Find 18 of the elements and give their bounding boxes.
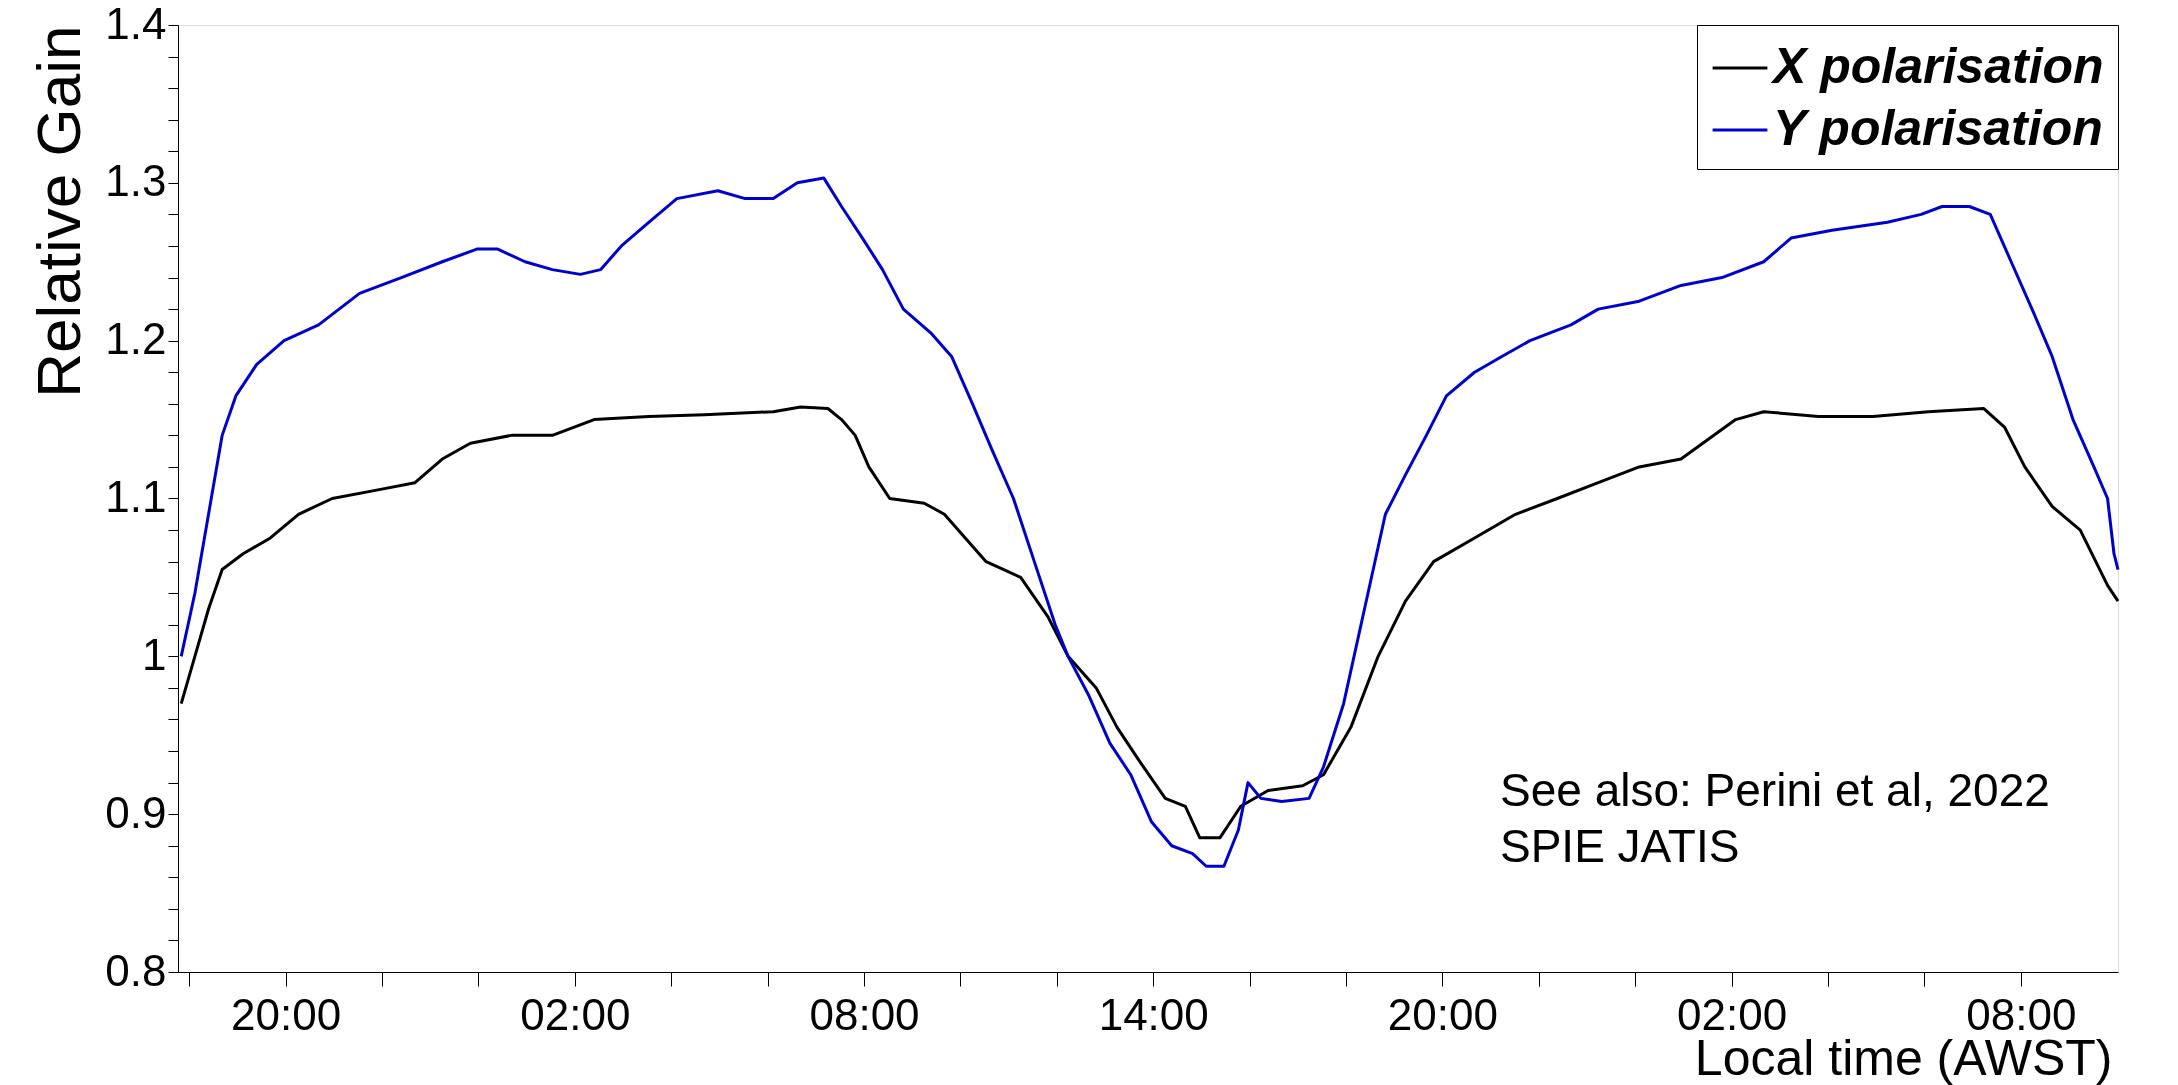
y-tick-label: 0.8: [105, 945, 167, 995]
x-tick-label: 08:00: [809, 989, 920, 1039]
y-tick-label: 1.2: [105, 314, 167, 364]
legend-label: Y polarisation: [1773, 100, 2103, 156]
x-tick-label: 02:00: [520, 989, 631, 1039]
y-tick-label: 1.1: [105, 472, 167, 521]
x-tick-label: 20:00: [231, 989, 342, 1039]
annotation: SPIE JATIS: [1500, 820, 1740, 872]
y-tick-label: 1: [142, 629, 167, 679]
legend-label: X polarisation: [1770, 38, 2104, 94]
x-tick-label: 14:00: [1098, 989, 1209, 1039]
x-tick-label: 20:00: [1387, 989, 1498, 1039]
y-tick-label: 1.4: [105, 0, 167, 48]
y-tick-label: 0.9: [105, 787, 167, 837]
annotation: See also: Perini et al, 2022: [1500, 764, 2050, 816]
y-tick-label: 1.3: [105, 156, 167, 206]
line-series: [179, 176, 2120, 868]
y-axis-title: Relative Gain: [24, 25, 94, 398]
